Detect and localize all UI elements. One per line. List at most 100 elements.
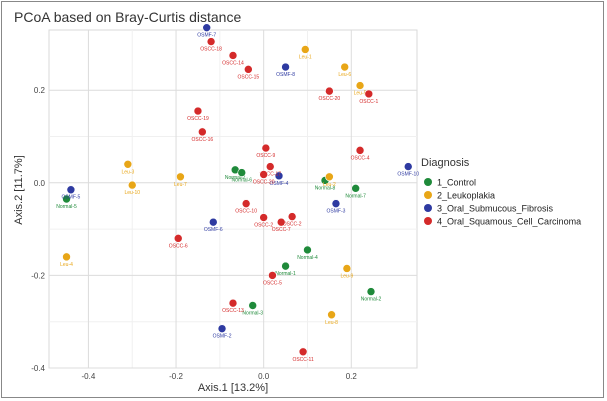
data-point	[364, 89, 374, 99]
legend-entry-label: 3_Oral_Submucous_Fibrosis	[437, 204, 554, 214]
y-tick-label: -0.4	[31, 364, 45, 373]
data-point	[66, 185, 76, 195]
data-point	[281, 62, 290, 72]
y-tick-label: -0.2	[31, 271, 45, 280]
data-point	[176, 172, 185, 182]
chart-title: PCoA based on Bray-Curtis distance	[14, 9, 241, 25]
data-point	[331, 199, 341, 208]
legend-marker	[424, 204, 432, 212]
data-point	[265, 162, 275, 171]
data-point	[62, 194, 71, 204]
data-point	[259, 170, 268, 179]
data-point	[355, 81, 365, 90]
data-point-label: OSCC-13	[222, 308, 244, 314]
data-point	[206, 37, 216, 46]
data-point	[198, 127, 207, 137]
data-point	[366, 287, 376, 296]
data-point-label: Normal-4	[297, 255, 318, 261]
data-point	[298, 347, 308, 357]
y-tick-label: 0.2	[34, 86, 46, 95]
data-point-label: OSCC-2	[283, 222, 302, 228]
data-point-label: OSCC-17	[259, 172, 281, 178]
data-point-label: OSCC-4	[351, 155, 370, 161]
data-point	[123, 159, 133, 169]
data-point-label: OSMF-10	[397, 172, 419, 178]
data-point-label: OSCC-19	[187, 116, 209, 122]
data-point-label: OSCC-10	[235, 209, 257, 215]
data-point-label: Leu-3	[121, 169, 134, 175]
data-point-label: Leu-9	[341, 273, 354, 279]
data-point-label: Normal-3	[242, 310, 263, 316]
data-point-label: Leu-6	[338, 72, 351, 78]
data-point	[248, 301, 258, 310]
data-point	[173, 234, 183, 243]
data-point-label: Leu-10	[124, 190, 140, 196]
data-point-label: Leu-8	[325, 320, 338, 326]
legend-title: Diagnosis	[421, 157, 470, 169]
grid-layer	[48, 29, 418, 369]
data-point-label: OSCC-1	[359, 99, 378, 105]
data-point-label: OSMF-3	[327, 209, 346, 215]
legend-marker	[424, 217, 432, 225]
legend: Diagnosis 1_Control 2_Leukoplakia 3_Oral_S…	[421, 157, 581, 227]
legend-marker	[424, 191, 432, 199]
data-point-label: OSCC-18	[200, 47, 222, 53]
x-tick-label: -0.2	[169, 372, 183, 381]
data-point	[276, 217, 286, 227]
data-point-label: Normal-2	[361, 297, 382, 303]
data-point-label: OSCC-2	[254, 223, 273, 229]
data-point-label: Normal-8	[315, 185, 336, 191]
tick-layer: -0.4 -0.2 0.0 0.2 -0.4 -0.2 0.0 0.2	[31, 86, 357, 381]
data-point	[281, 261, 290, 271]
data-point	[244, 65, 253, 74]
data-point-label: OSCC-9	[256, 153, 275, 159]
data-point-label: Normal-2	[225, 175, 246, 181]
data-point	[228, 298, 238, 308]
legend-marker	[424, 178, 432, 186]
data-point	[327, 310, 336, 320]
data-point-label: OSCC-20	[319, 96, 341, 102]
data-point-label: Leu-1	[299, 54, 312, 60]
data-point-label: OSCC-11	[292, 357, 314, 363]
data-point	[355, 146, 365, 155]
data-point	[268, 271, 277, 280]
data-point-label: OSMF-6	[204, 227, 223, 233]
data-point	[325, 86, 334, 96]
data-point-label: OSMF-8	[276, 72, 295, 78]
x-tick-label: 0.2	[346, 372, 358, 381]
data-point	[351, 184, 360, 193]
data-point	[208, 217, 218, 227]
data-point-label: OSCC-20	[253, 179, 275, 185]
data-point	[300, 45, 310, 54]
data-point	[241, 199, 251, 208]
data-point	[287, 212, 297, 221]
x-tick-label: 0.0	[258, 372, 270, 381]
y-tick-label: 0.0	[34, 179, 46, 188]
data-point	[62, 252, 71, 262]
x-tick-label: -0.4	[82, 372, 96, 381]
point-layer: Normal-5Normal-2Normal-6Normal-8Normal-7…	[56, 23, 419, 363]
data-point	[325, 172, 334, 182]
data-point-label: OSCC-5	[263, 280, 282, 286]
y-axis-label: Axis.2 [11.7%]	[13, 155, 25, 225]
data-point-label: OSCC-7	[272, 227, 291, 233]
data-point	[202, 23, 212, 32]
data-point	[237, 168, 247, 177]
data-point-label: Normal-5	[56, 204, 77, 210]
data-point-label: OSCC-6	[169, 243, 188, 249]
data-point	[303, 245, 312, 255]
data-point	[403, 162, 413, 171]
data-point	[193, 106, 203, 116]
legend-entry-label: 1_Control	[437, 178, 476, 188]
x-axis-label: Axis.1 [13.2%]	[198, 382, 268, 394]
data-point-label: Normal-6	[231, 178, 252, 184]
data-point-label: Normal-7	[345, 193, 366, 199]
data-point	[127, 180, 137, 190]
data-point	[217, 324, 227, 333]
data-point-label: Leu-4	[60, 262, 73, 268]
data-point	[342, 264, 352, 273]
data-point	[228, 51, 238, 60]
data-point-label: OSCC-14	[222, 60, 244, 66]
data-point-label: Leu-5	[354, 91, 367, 97]
